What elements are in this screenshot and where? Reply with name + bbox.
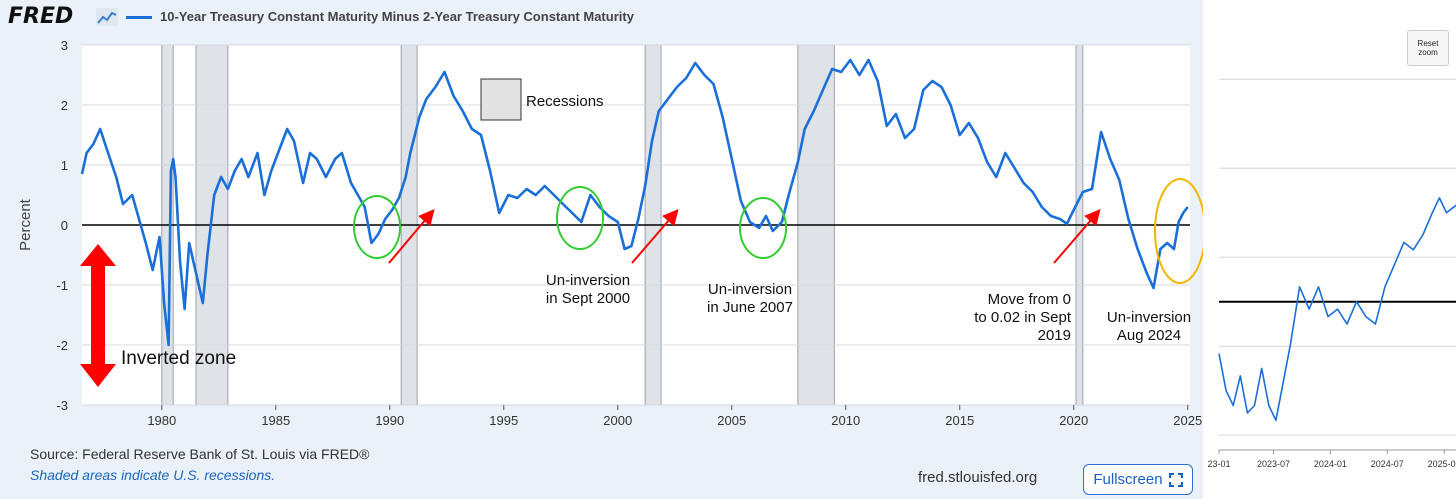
x-tick-label: 1995 <box>489 413 518 428</box>
fred-graph-icon <box>96 8 118 26</box>
annotation-sept-2019: 2019 <box>1038 327 1071 344</box>
reset-zoom-label: Reset zoom <box>1417 39 1439 57</box>
y-tick-label: -3 <box>56 398 68 413</box>
fred-url[interactable]: fred.stlouisfed.org <box>918 469 1038 486</box>
annotation-june-2007: in June 2007 <box>707 299 793 316</box>
highlight-circle <box>739 197 787 259</box>
recession-shading-note: Shaded areas indicate U.S. recessions. <box>30 467 276 483</box>
y-tick-label: 1 <box>61 158 68 173</box>
highlight-circle <box>353 195 401 259</box>
x-tick-label: 2010 <box>831 413 860 428</box>
x-tick-label: 2015 <box>945 413 974 428</box>
x-tick-label: 2020 <box>1059 413 1088 428</box>
red-arrow <box>631 208 679 264</box>
annotation-sept-2000: in Sept 2000 <box>546 290 630 307</box>
y-tick-label: 2 <box>61 98 68 113</box>
y-tick-label: 3 <box>61 38 68 53</box>
reset-zoom-button[interactable]: Reset zoom <box>1407 30 1449 66</box>
x-tick-label: 2000 <box>603 413 632 428</box>
y-tick-label: 0 <box>61 218 68 233</box>
red-arrow <box>388 208 435 264</box>
zoom-x-tick-label: 2024-07 <box>1371 459 1404 469</box>
series-title: 10-Year Treasury Constant Maturity Minus… <box>160 9 634 24</box>
red-arrow <box>1053 208 1101 264</box>
annotation-aug-2024: Aug 2024 <box>1117 327 1181 344</box>
main-chart[interactable]: 3 2 1 0 -1 -2 -3 1980 1985 1990 1995 2000 2005 2010 20… <box>0 0 1203 440</box>
zoom-x-tick-label: 23-01 <box>1207 459 1230 469</box>
zoom-x-tick-label: 2025-01 <box>1428 459 1456 469</box>
expand-icon <box>1168 472 1183 487</box>
x-tick-label: 2005 <box>717 413 746 428</box>
annotation-june-2007: Un-inversion <box>708 281 792 298</box>
annotation-sept-2000: Un-inversion <box>546 272 630 289</box>
y-axis-label: Percent <box>17 198 34 251</box>
zoom-series-line <box>1218 197 1456 422</box>
highlight-circle <box>556 186 604 250</box>
annotation-aug-2024: Un-inversion <box>1107 309 1191 326</box>
x-tick-label: 1980 <box>147 413 176 428</box>
highlight-circle-orange <box>1154 178 1203 284</box>
source-note: Source: Federal Reserve Bank of St. Loui… <box>30 446 370 462</box>
recession-legend-label: Recessions <box>526 93 604 110</box>
zoom-x-tick-label: 2023-07 <box>1257 459 1290 469</box>
annotation-inverted-zone: Inverted zone <box>121 348 236 369</box>
zoom-x-tick-label: 2024-01 <box>1314 459 1347 469</box>
annotation-sept-2019: to 0.02 in Sept <box>974 309 1072 326</box>
main-chart-panel: FRED 10-Year Treasury Constant Maturity … <box>0 0 1203 499</box>
legend-line-swatch <box>126 16 152 19</box>
y-tick-label: -1 <box>56 278 68 293</box>
fred-logo[interactable]: FRED <box>8 4 74 29</box>
annotation-sept-2019: Move from 0 <box>988 291 1071 308</box>
recession-legend-swatch <box>480 78 522 121</box>
x-tick-label: 1990 <box>375 413 404 428</box>
y-tick-label: -2 <box>56 338 68 353</box>
fullscreen-label: Fullscreen <box>1093 471 1163 488</box>
zoom-chart[interactable]: 23-01 2023-07 2024-01 2024-07 2025-01 <box>1203 0 1456 499</box>
inverted-zone-arrow <box>80 244 116 387</box>
x-tick-label: 1985 <box>261 413 290 428</box>
x-tick-label: 2025 <box>1173 413 1202 428</box>
zoom-chart-panel: 23-01 2023-07 2024-01 2024-07 2025-01 Reset … <box>1203 0 1456 499</box>
series-line <box>80 58 1189 347</box>
fullscreen-button[interactable]: Fullscreen <box>1083 464 1193 495</box>
